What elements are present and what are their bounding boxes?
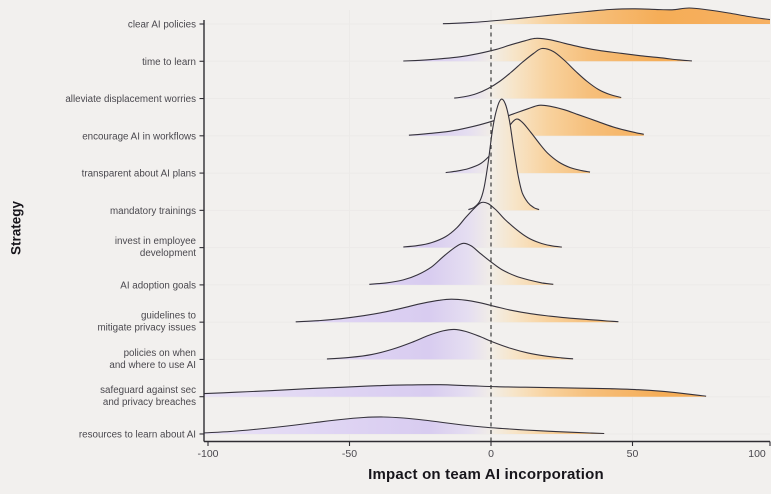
ridge-row	[468, 98, 540, 211]
y-category-label: safeguard against sec and privacy breache…	[100, 385, 196, 408]
y-category-label: time to learn	[142, 57, 196, 68]
ridges	[204, 7, 770, 435]
y-category-label: policies on when and where to use AI	[109, 348, 196, 371]
x-tick-label: 0	[488, 448, 494, 460]
ridge-row	[403, 201, 562, 248]
ridge-curve	[204, 416, 605, 435]
ridge-curve	[403, 37, 692, 62]
y-axis-title: Strategy	[8, 200, 24, 256]
ridge-row	[408, 104, 644, 136]
y-category-label: transparent about AI plans	[82, 169, 196, 180]
y-category-label: guidelines to mitigate privacy issues	[97, 311, 196, 334]
y-category-label: resources to learn about AI	[79, 429, 196, 440]
ridge-row	[445, 118, 591, 174]
x-tick-label: -50	[342, 448, 357, 460]
ridge-curve	[295, 298, 619, 323]
ridge-curve	[204, 384, 707, 397]
ridge-fill	[454, 48, 622, 99]
ridge-curve	[445, 118, 591, 174]
ridge-fill	[403, 202, 562, 248]
ridge-fill	[369, 243, 554, 285]
ridge-row	[204, 384, 707, 397]
x-tick-label: 50	[627, 448, 639, 460]
ridge-fill	[442, 8, 770, 24]
ridge-row	[204, 416, 605, 435]
y-category-label: invest in employee development	[115, 236, 197, 259]
ridge-fill	[468, 99, 540, 211]
ridge-row	[369, 242, 554, 285]
ridge-curve	[403, 201, 562, 248]
x-axis-title: Impact on team AI incorporation	[368, 466, 604, 483]
y-category-label: alleviate displacement worries	[65, 94, 196, 105]
ridge-fill	[326, 329, 574, 360]
ridge-fill	[204, 416, 605, 434]
ridge-fill	[295, 299, 619, 323]
ridge-row	[295, 298, 619, 323]
ridge-curve	[468, 98, 540, 211]
ridge-row	[442, 7, 770, 25]
ridge-curve	[454, 47, 622, 99]
ridge-curve	[369, 242, 554, 285]
ridge-row	[326, 328, 574, 360]
axes	[199, 20, 771, 446]
ridge-curve	[408, 104, 644, 136]
x-tick-label: -100	[197, 448, 218, 460]
ridge-curve	[326, 328, 574, 360]
y-category-label: AI adoption goals	[120, 280, 196, 291]
ridge-fill	[445, 119, 590, 174]
ridge-fill	[204, 384, 707, 397]
y-category-label: mandatory trainings	[110, 206, 196, 217]
y-category-label: encourage AI in workflows	[82, 131, 196, 142]
y-category-label: clear AI policies	[128, 20, 196, 31]
x-tick-label: 100	[748, 448, 766, 460]
axis-labels: clear AI policies time to learn alleviate …	[65, 20, 766, 461]
ridge-row	[454, 47, 622, 99]
ridge-curve	[442, 7, 770, 25]
